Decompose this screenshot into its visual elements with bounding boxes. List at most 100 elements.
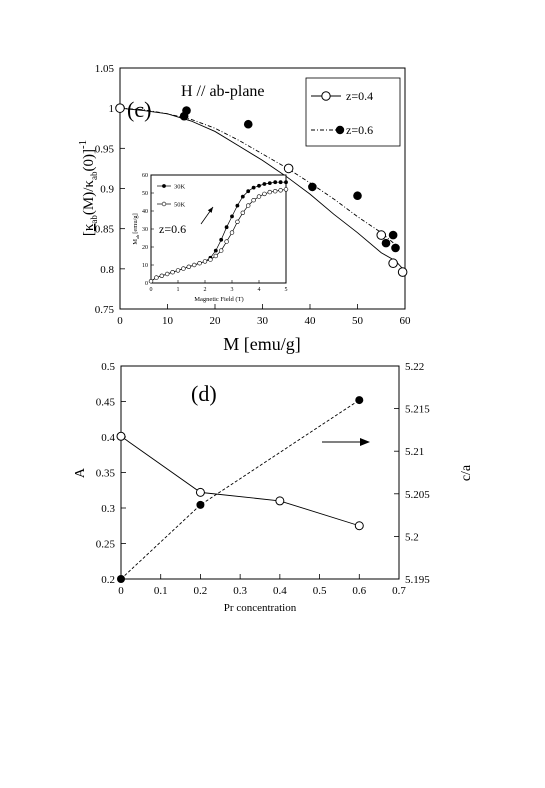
inset-point-30K bbox=[273, 180, 278, 185]
inset-point-30K bbox=[224, 225, 229, 230]
panel-d-lines bbox=[120, 399, 360, 580]
c-point-z=0.6 bbox=[308, 182, 317, 192]
d-ytick-label: 0.4 bbox=[101, 432, 115, 444]
d-ytick-label: 0.35 bbox=[96, 468, 116, 480]
inset-point-50K bbox=[240, 210, 246, 216]
inset-point-30K bbox=[246, 189, 251, 194]
c-ytick-label: 0.8 bbox=[100, 264, 114, 276]
c-xtick-label: 60 bbox=[400, 315, 412, 327]
inset-point-30K bbox=[267, 181, 272, 186]
inset-ytick-label: 20 bbox=[142, 245, 148, 251]
c-point-z=0.6 bbox=[353, 191, 362, 201]
inset-xtick-label: 2 bbox=[204, 287, 207, 293]
inset-point-50K bbox=[165, 271, 170, 277]
inset-point-30K bbox=[278, 180, 283, 185]
inset-ytick-label: 30 bbox=[142, 227, 148, 233]
d-point-A bbox=[116, 431, 126, 441]
inset-point-30K bbox=[213, 248, 218, 253]
svg-text:Mab[emu/g]: Mab[emu/g] bbox=[132, 213, 140, 245]
d-xtick-label: 0.7 bbox=[392, 585, 406, 597]
c-xtick-label: 40 bbox=[305, 315, 317, 327]
inset-point-50K bbox=[175, 268, 181, 273]
inset-point-50K bbox=[235, 219, 240, 225]
inset-point-50K bbox=[262, 191, 267, 197]
c-xtick-label: 30 bbox=[257, 315, 269, 327]
d-ytick-label: 0.25 bbox=[96, 539, 116, 551]
c-xtick-label: 20 bbox=[210, 315, 222, 327]
d-xtick-label: 0.6 bbox=[352, 585, 366, 597]
inset-point-30K bbox=[251, 185, 256, 190]
c-ytick-label: 0.75 bbox=[95, 304, 115, 316]
panel-d-ylabel: A bbox=[73, 467, 88, 478]
c-point-z=0.4 bbox=[283, 163, 294, 174]
c-ytick-label: 1.05 bbox=[95, 63, 115, 75]
inset-point-50K bbox=[229, 230, 235, 235]
d-ytick-right-label: 5.195 bbox=[405, 574, 430, 586]
inset-point-50K bbox=[148, 279, 154, 284]
c-curve-z=0.6 bbox=[119, 107, 396, 246]
d-point-c/a bbox=[355, 396, 364, 405]
inset-point-50K bbox=[267, 189, 272, 195]
d-xtick-label: 0.5 bbox=[313, 585, 327, 597]
panel-c-curves bbox=[119, 107, 406, 272]
d-point-A bbox=[275, 496, 285, 506]
inset-point-50K bbox=[159, 273, 165, 278]
d-ytick-label: 0.2 bbox=[101, 574, 115, 586]
inset-xlabel: Magnetic Field (T) bbox=[194, 296, 243, 303]
inset-point-50K bbox=[256, 194, 262, 199]
d-ytick-right-label: 5.215 bbox=[405, 404, 430, 416]
c-point-z=0.6 bbox=[391, 243, 400, 253]
right-axis-arrow bbox=[322, 438, 370, 446]
d-ytick-right-label: 5.21 bbox=[405, 446, 424, 458]
inset-legend-label-50k: 50K bbox=[174, 202, 186, 209]
d-xtick-label: 0.2 bbox=[194, 585, 208, 597]
c-ytick-label: 1 bbox=[109, 103, 115, 115]
d-point-A bbox=[354, 521, 364, 531]
d-point-A bbox=[195, 487, 205, 497]
c-point-z=0.4 bbox=[388, 258, 398, 269]
inset-ytick-label: 50 bbox=[142, 191, 148, 197]
panel-d-ylabel-right: c/a bbox=[459, 464, 474, 481]
legend-label-z06: z=0.6 bbox=[346, 123, 373, 137]
panel-d-points bbox=[116, 396, 364, 583]
panel-c-legend: z=0.4 z=0.6 bbox=[305, 77, 401, 147]
d-ytick-right-label: 5.2 bbox=[405, 531, 419, 543]
c-point-z=0.6 bbox=[243, 119, 253, 129]
inset-point-50K bbox=[202, 259, 208, 264]
d-xtick-label: 0 bbox=[118, 585, 124, 597]
inset-point-50K bbox=[213, 253, 219, 259]
inset-point-50K bbox=[251, 198, 256, 203]
panel-d-xlabel: Pr concentration bbox=[224, 602, 297, 614]
d-ytick-label: 0.45 bbox=[96, 397, 116, 409]
inset-point-50K bbox=[154, 275, 159, 280]
inset-ytick-label: 60 bbox=[142, 173, 148, 179]
c-ytick-label: 0.9 bbox=[100, 184, 114, 196]
d-point-c/a bbox=[196, 500, 205, 509]
d-ytick-right-label: 5.22 bbox=[405, 361, 424, 373]
c-xtick-label: 10 bbox=[162, 315, 174, 327]
svg-text:[κab(M)/κab(0)]-1: [κab(M)/κab(0)]-1 bbox=[77, 140, 99, 236]
legend-marker-z06 bbox=[335, 125, 345, 135]
d-xtick-label: 0.3 bbox=[233, 585, 247, 597]
c-point-z=0.4 bbox=[397, 267, 408, 277]
inset-point-50K bbox=[208, 257, 213, 262]
c-xtick-label: 0 bbox=[117, 315, 123, 327]
panel-d-label: (d) bbox=[191, 381, 217, 406]
inset-point-50K bbox=[278, 188, 283, 193]
panel-d: 0 0.1 0.2 0.3 0.4 0.5 0.6 0.7 0.2 0.25 0.3 0.35 0.4 0… bbox=[73, 361, 474, 614]
inset-legend: 30K 50K bbox=[157, 184, 186, 209]
inset-point-50K bbox=[273, 189, 278, 194]
inset-point-30K bbox=[257, 183, 261, 188]
inset-legend-marker-50k bbox=[161, 201, 167, 207]
c-ytick-label: 0.85 bbox=[95, 224, 115, 236]
inset-point-50K bbox=[219, 248, 224, 253]
d-line-c/a bbox=[120, 399, 360, 580]
inset-xtick-label: 3 bbox=[231, 287, 234, 293]
inset-annotation: z=0.6 bbox=[159, 222, 186, 236]
c-curve-z=0.4 bbox=[119, 107, 406, 272]
inset-point-30K bbox=[230, 214, 234, 219]
